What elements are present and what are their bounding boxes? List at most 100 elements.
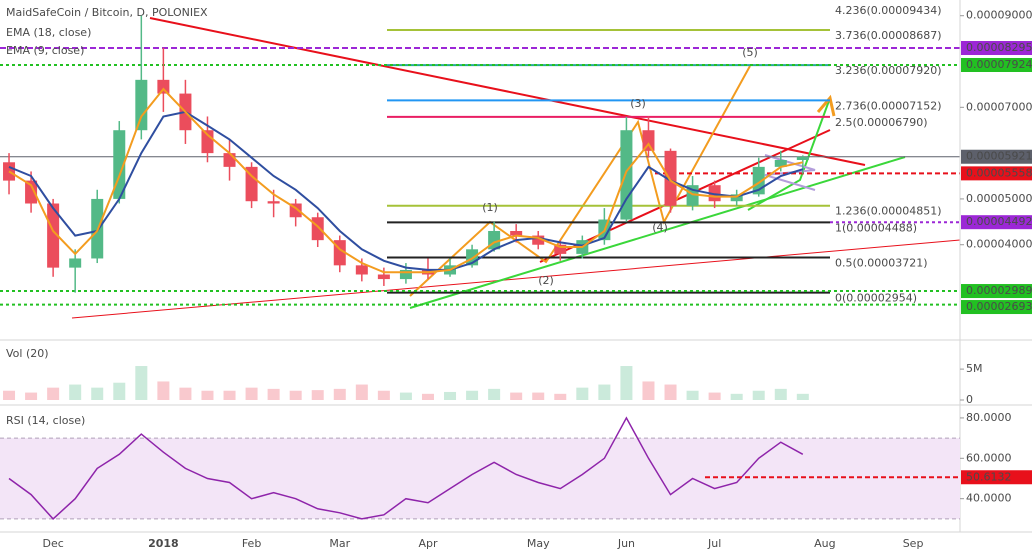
volume-bar <box>201 390 214 400</box>
candle-body <box>510 230 523 236</box>
candle-body <box>223 153 236 167</box>
volume-bar <box>708 392 721 400</box>
projection <box>747 97 831 211</box>
price-badge <box>961 284 1032 299</box>
candle-body <box>135 79 148 131</box>
volume-bar <box>3 390 16 400</box>
volume-bar <box>664 384 677 400</box>
volume-bar <box>510 392 523 400</box>
rsi-line <box>8 416 804 520</box>
volume-bar <box>532 392 545 400</box>
candle-body <box>245 166 258 202</box>
candle-body <box>642 130 655 151</box>
price-badge <box>961 470 1032 485</box>
legend-entry: EMA (18, close) <box>6 26 91 39</box>
fib-label: 1.236(0.00004851) <box>835 205 942 218</box>
candle-body <box>664 150 677 206</box>
volume-bar <box>488 388 501 400</box>
volume-bar <box>311 390 324 400</box>
x-tick-label: May <box>527 537 550 550</box>
x-tick-label: Sep <box>903 537 924 550</box>
fib-label: 2.5(0.00006790) <box>835 116 928 129</box>
x-tick-label: 2018 <box>148 537 179 550</box>
volume-bar <box>267 388 280 400</box>
pane-title: Vol (20) <box>6 347 49 360</box>
price-label: 0.00002693 <box>966 300 1032 313</box>
y-tick-label: 40.0000 <box>966 492 1012 505</box>
wave-path <box>409 65 751 297</box>
marker-label: 50.6132 <box>966 470 1012 483</box>
fib-label: 2.736(0.00007152) <box>835 99 942 112</box>
volume-bar <box>774 388 787 400</box>
candle-body <box>532 235 545 245</box>
price-badge <box>961 166 1032 181</box>
candle-body <box>69 258 82 268</box>
candle-body <box>554 244 567 254</box>
volume-bar <box>91 387 104 400</box>
volume-bar <box>730 393 743 400</box>
candle-body <box>377 274 390 280</box>
price-label: 0.00007924 <box>966 58 1032 71</box>
pane-title: RSI (14, close) <box>6 414 85 427</box>
volume-bar <box>289 390 302 400</box>
fib-label: 3.236(0.00007920) <box>835 64 942 77</box>
volume-bar <box>157 381 170 400</box>
price-label: 0.00004492 <box>966 215 1032 228</box>
price-badge <box>961 41 1032 56</box>
volume-bar <box>333 388 346 400</box>
x-tick-label: Mar <box>329 537 350 550</box>
volume-bar <box>223 390 236 400</box>
x-tick-label: Aug <box>814 537 835 550</box>
x-tick-label: Dec <box>42 537 63 550</box>
volume-bar <box>113 382 126 400</box>
candle-body <box>620 130 633 220</box>
price-badge <box>961 300 1032 315</box>
x-tick-label: Feb <box>242 537 261 550</box>
y-tick-label: 60.0000 <box>966 451 1012 464</box>
price-label: 0.00005921 <box>966 150 1032 163</box>
volume-bar <box>620 366 633 400</box>
volume-bar <box>642 381 655 400</box>
fib-label: 1(0.00004488) <box>835 221 917 234</box>
y-tick-label: 0.00007000 <box>966 100 1032 113</box>
x-tick-label: Apr <box>418 537 438 550</box>
candle-body <box>25 180 38 204</box>
volume-bar <box>554 393 567 400</box>
drawings <box>0 17 961 319</box>
wave-label: (3) <box>630 97 646 110</box>
volume-bar <box>355 384 368 400</box>
candle-body <box>399 269 412 280</box>
price-badge <box>961 57 1032 72</box>
wave-label: (4) <box>652 221 668 234</box>
candle-body <box>730 194 743 202</box>
volume-bar <box>576 387 589 400</box>
volume-bar <box>47 387 60 400</box>
candle-body <box>157 79 170 94</box>
volume-bar <box>796 393 809 400</box>
price-badge <box>961 215 1032 230</box>
volume-bar <box>245 387 258 400</box>
ema-line <box>8 87 804 274</box>
arrow-head <box>816 94 836 117</box>
candle-body <box>774 159 787 167</box>
volume-bar <box>421 393 434 400</box>
rsi-band <box>0 438 960 519</box>
volume-bar <box>399 392 412 400</box>
chart-title: MaidSafeCoin / Bitcoin, D, POLONIEX <box>6 6 208 19</box>
volume-bar <box>135 366 148 400</box>
volume-bar <box>752 390 765 400</box>
x-tick-label: Jun <box>617 537 635 550</box>
trend-line <box>409 156 906 309</box>
wave-label: (5) <box>742 46 758 59</box>
volume-bar <box>25 392 38 400</box>
trend-line <box>149 17 866 166</box>
fib-label: 0.5(0.00003721) <box>835 257 928 270</box>
volume-bar <box>686 390 699 400</box>
y-tick-label: 0.00004000 <box>966 238 1032 251</box>
candle-body <box>267 201 280 204</box>
price-label: 0.00005558 <box>966 166 1032 179</box>
wave-label: (2) <box>538 274 554 287</box>
price-badge <box>961 149 1032 164</box>
fib-label: 4.236(0.00009434) <box>835 4 942 17</box>
